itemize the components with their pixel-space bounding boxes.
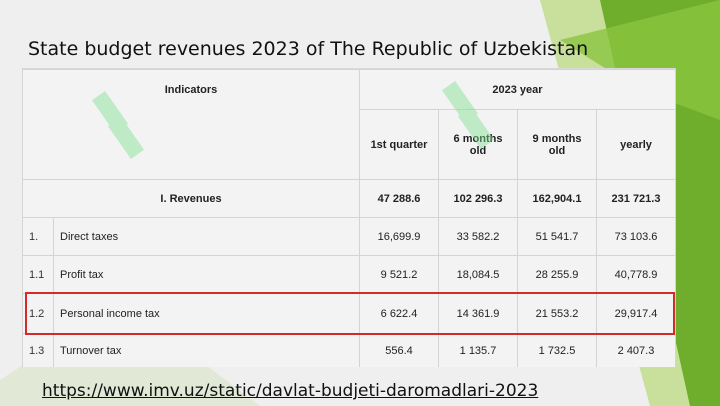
table-row: 1.3 Turnover tax 556.4 1 135.7 1 732.5 2… xyxy=(22,333,676,367)
revenue-table: Indicators 2023 year 1st quarter 6 month… xyxy=(22,68,676,367)
cell-9m: 1 732.5 xyxy=(517,333,597,367)
row-label: Personal income tax xyxy=(53,293,360,334)
cell-6m: 1 135.7 xyxy=(438,333,518,367)
header-indicators: Indicators xyxy=(22,69,360,180)
cell-q1: 47 288.6 xyxy=(359,179,439,218)
header-yearly: yearly xyxy=(596,109,676,180)
cell-q1: 556.4 xyxy=(359,333,439,367)
row-label: I. Revenues xyxy=(22,179,360,218)
header-q1: 1st quarter xyxy=(359,109,439,180)
row-index: 1.2 xyxy=(22,293,54,334)
slide-title: State budget revenues 2023 of The Republ… xyxy=(28,38,589,60)
cell-q1: 9 521.2 xyxy=(359,255,439,294)
cell-6m: 33 582.2 xyxy=(438,217,518,256)
cell-6m: 102 296.3 xyxy=(438,179,518,218)
header-9m: 9 months old xyxy=(517,109,597,180)
row-index: 1.1 xyxy=(22,255,54,294)
header-6m: 6 months old xyxy=(438,109,518,180)
row-label: Turnover tax xyxy=(53,333,360,367)
row-index: 1. xyxy=(22,217,54,256)
cell-9m: 162,904.1 xyxy=(517,179,597,218)
cell-yearly: 2 407.3 xyxy=(596,333,676,367)
cell-q1: 16,699.9 xyxy=(359,217,439,256)
cell-yearly: 40,778.9 xyxy=(596,255,676,294)
highlight-box xyxy=(25,292,675,335)
cell-9m: 51 541.7 xyxy=(517,217,597,256)
table-row-highlighted: 1.2 Personal income tax 6 622.4 14 361.9… xyxy=(22,293,676,334)
table-row: I. Revenues 47 288.6 102 296.3 162,904.1… xyxy=(22,179,676,218)
row-label: Direct taxes xyxy=(53,217,360,256)
table-row: 1. Direct taxes 16,699.9 33 582.2 51 541… xyxy=(22,217,676,256)
row-label: Profit tax xyxy=(53,255,360,294)
cell-yearly: 29,917.4 xyxy=(596,293,676,334)
cell-yearly: 231 721.3 xyxy=(596,179,676,218)
source-link[interactable]: https://www.imv.uz/static/davlat-budjeti… xyxy=(42,381,539,401)
table-row: 1.1 Profit tax 9 521.2 18,084.5 28 255.9… xyxy=(22,255,676,294)
